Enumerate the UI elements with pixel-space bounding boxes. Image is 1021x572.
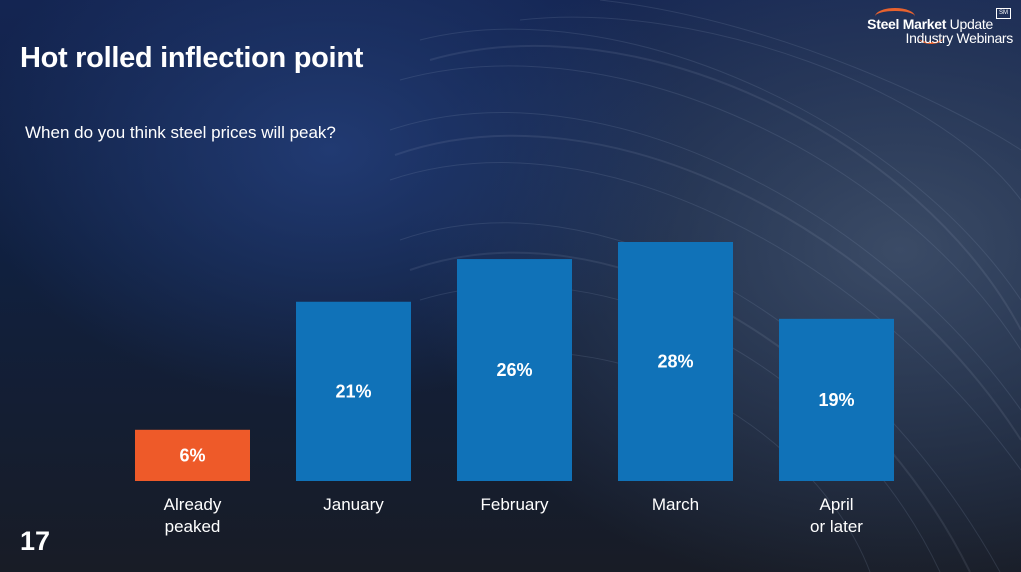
bar-1 xyxy=(296,301,411,481)
value-label-1: 21% xyxy=(335,381,371,401)
logo-arc-icon xyxy=(875,8,915,25)
category-label-3: March xyxy=(652,495,699,514)
slide-title: Hot rolled inflection point xyxy=(20,42,364,74)
category-label-2: February xyxy=(480,495,549,514)
logo-tagline: Industry Webinars xyxy=(905,30,1014,46)
steel-market-update-logo: SM Steel Market Update Industry Webinars xyxy=(857,8,1015,46)
category-label-0: Already peaked xyxy=(164,495,222,536)
category-label-1: January xyxy=(323,495,384,514)
logo-badge: SM xyxy=(996,8,1011,19)
value-label-2: 26% xyxy=(496,360,532,380)
bar-4 xyxy=(779,318,894,481)
bar-2 xyxy=(457,259,572,481)
value-label-3: 28% xyxy=(657,352,693,372)
category-label-4: April or later xyxy=(810,495,863,536)
value-label-0: 6% xyxy=(179,445,205,465)
logo-brand: Steel Market Update xyxy=(867,16,993,32)
bar-0 xyxy=(135,429,250,481)
bar-3 xyxy=(618,242,733,481)
logo-swoosh-icon xyxy=(919,32,943,44)
page-number: 17 xyxy=(20,526,51,556)
logo-brand-bold: Steel Market xyxy=(867,16,947,32)
value-label-4: 19% xyxy=(818,390,854,410)
chart-question: When do you think steel prices will peak… xyxy=(25,123,336,142)
logo-brand-light: Update xyxy=(946,16,994,32)
